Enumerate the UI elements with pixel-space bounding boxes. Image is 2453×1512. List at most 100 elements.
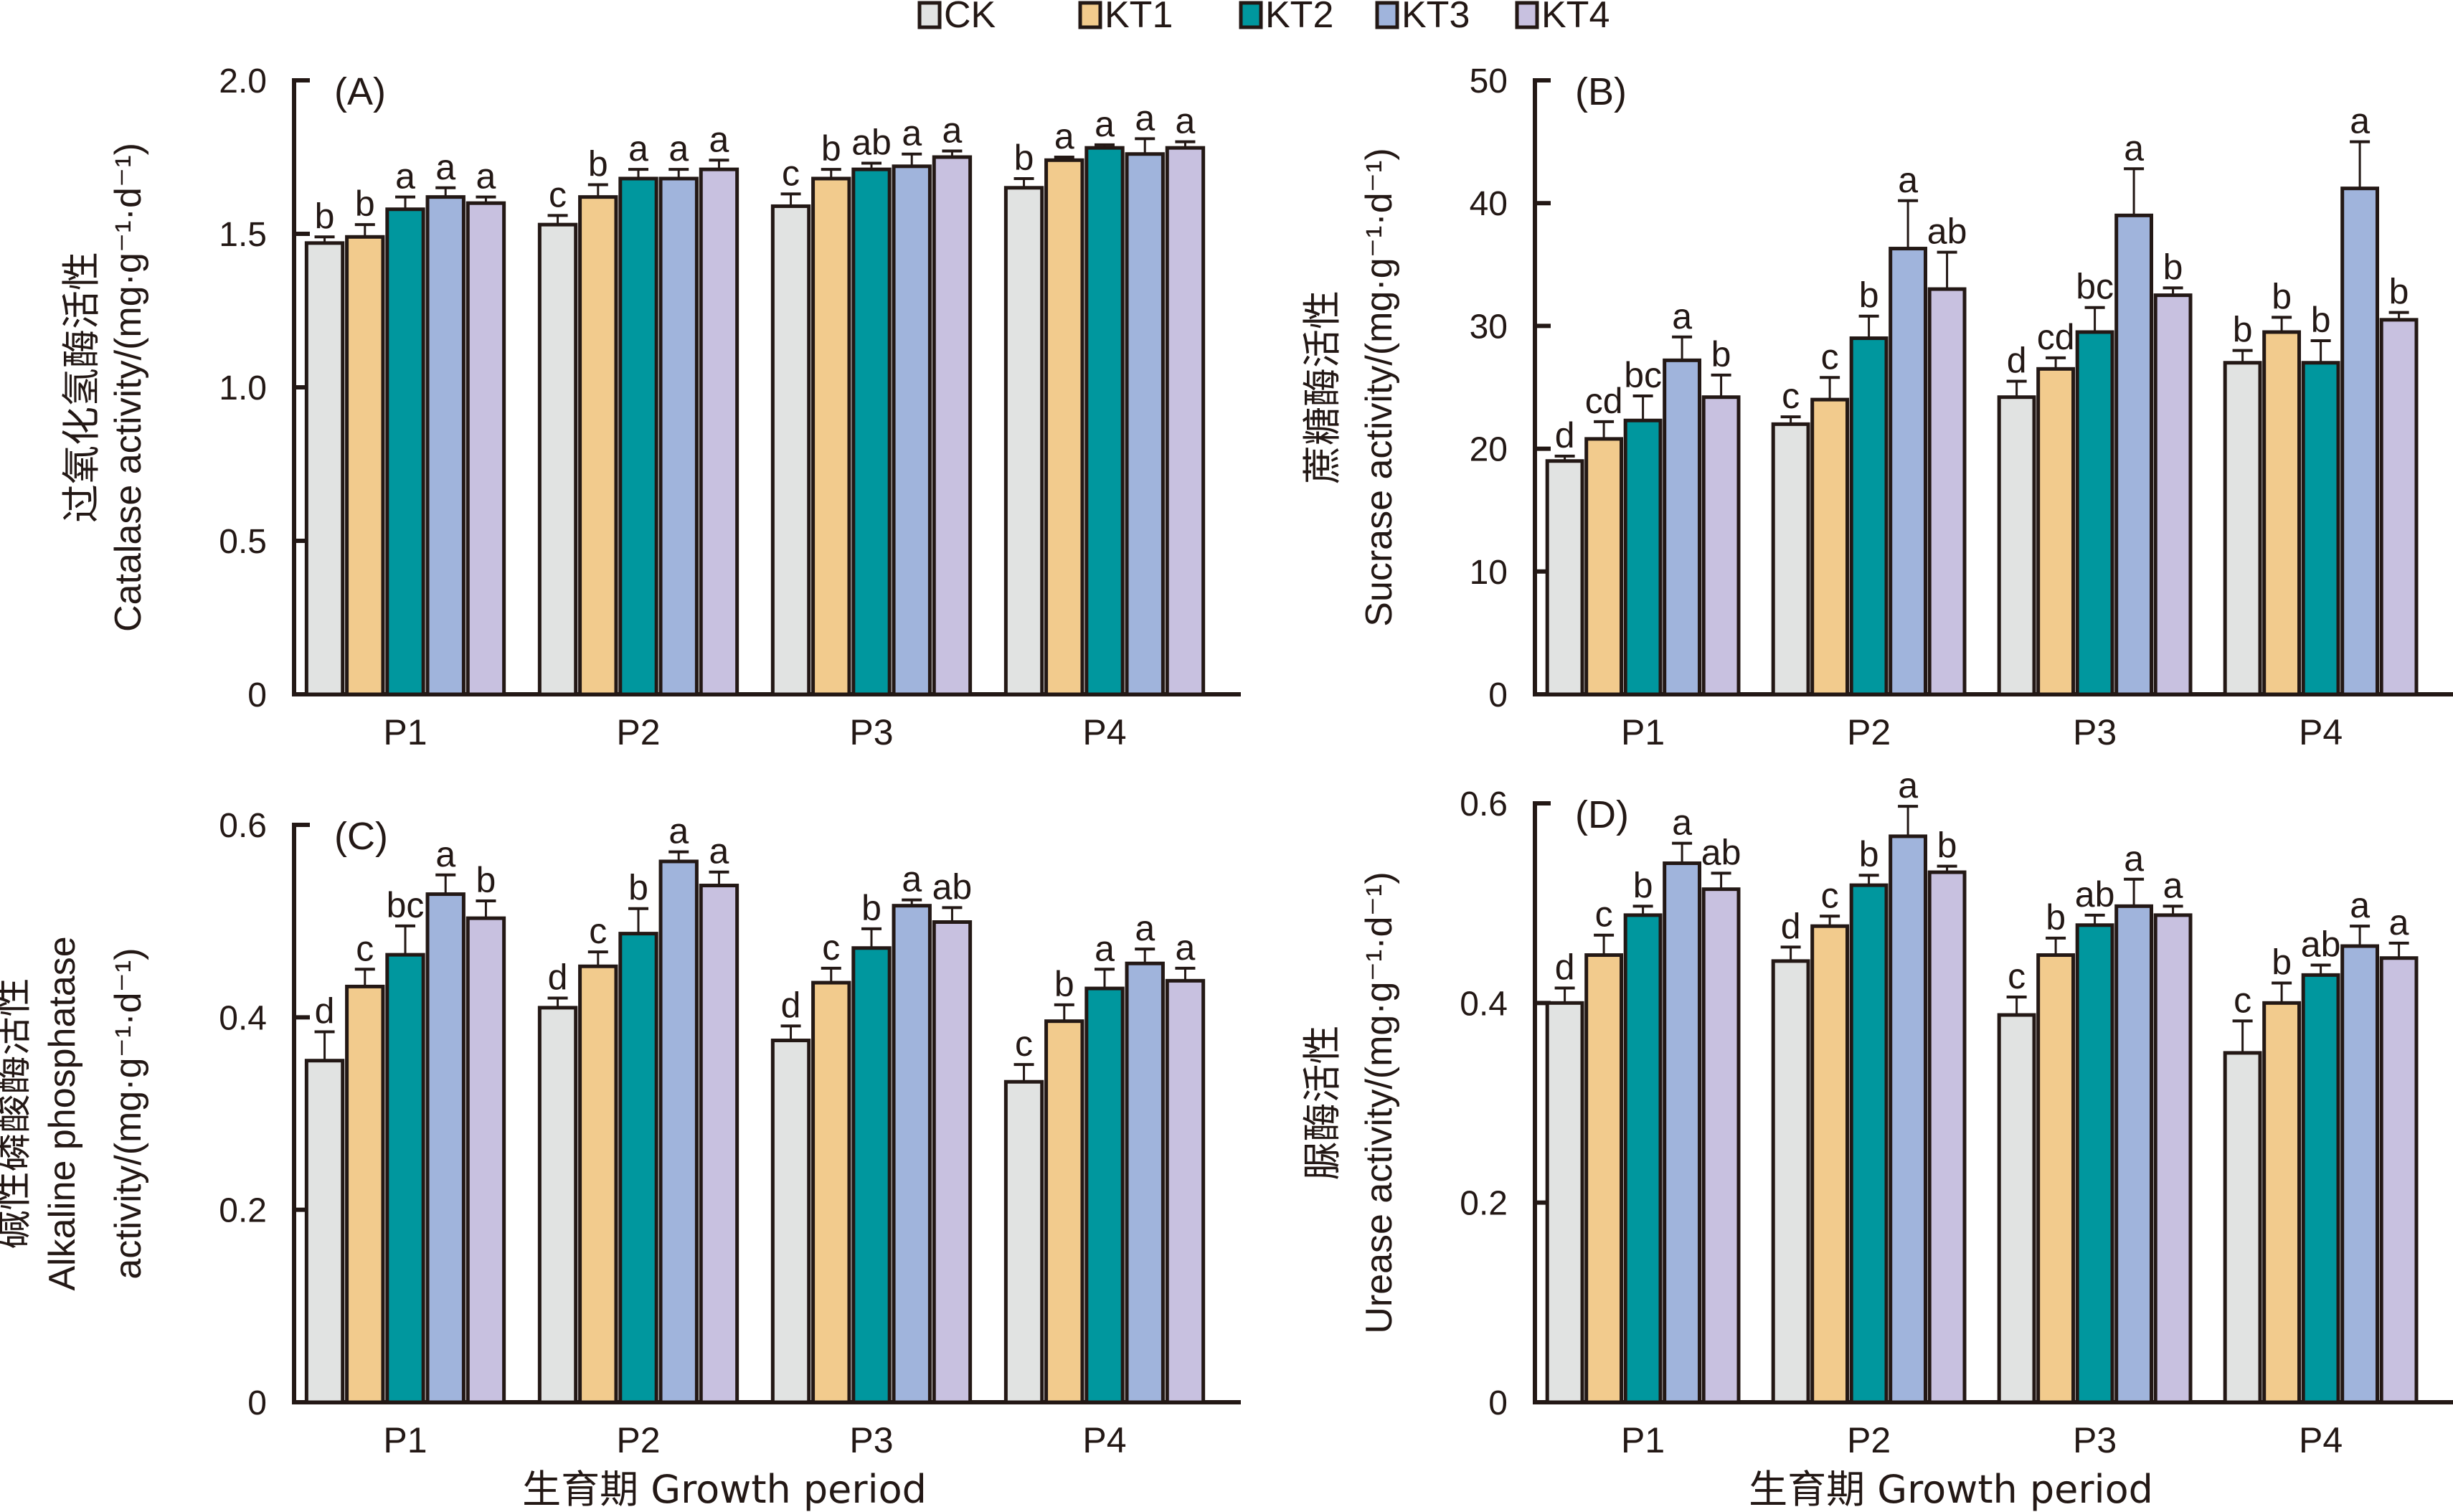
- significance-letter: a: [1135, 908, 1155, 948]
- significance-letter: c: [1821, 875, 1839, 915]
- significance-letter: b: [861, 888, 882, 928]
- panel-d-urease: 0 0.2 0.4 0.6 (D) 脲酶活性 Urease activity/(mg·g⁻¹…: [1300, 765, 2453, 1512]
- significance-letter: cd: [1585, 381, 1623, 421]
- panel-label: (B): [1575, 70, 1627, 113]
- bar-kt1-p2: [1810, 397, 1850, 696]
- significance-letter: d: [1555, 415, 1575, 455]
- bar-kt3-p3: [2114, 213, 2154, 696]
- y-tick-label: 10: [1470, 554, 1508, 592]
- bar-kt1-p4: [1044, 158, 1084, 696]
- significance-letter: a: [1898, 160, 1918, 200]
- legend: CK KT1 KT2 KT3 KT4: [917, 0, 1610, 36]
- significance-letter: a: [1054, 116, 1074, 156]
- significance-letter: a: [628, 128, 648, 169]
- significance-letter: a: [709, 119, 729, 159]
- bar-kt4-p3: [932, 155, 973, 696]
- bar-kt1-p4: [2262, 1001, 2302, 1404]
- significance-letter: b: [2233, 310, 2253, 350]
- panel-label: (C): [334, 815, 388, 858]
- x-tick-label: P3: [2073, 712, 2117, 752]
- bar-kt4-p1: [1701, 395, 1741, 696]
- bar-kt1-p4: [1044, 1019, 1084, 1404]
- significance-letter: a: [1176, 101, 1196, 141]
- bar-kt4-p1: [465, 201, 506, 696]
- panel-a-catalase: 0 0.5 1.0 1.5 2.0 (A) 过氧化氢酶活性 Catalase activity…: [59, 62, 1241, 752]
- bar-kt2-p1: [1623, 418, 1663, 696]
- significance-letter: b: [1014, 138, 1034, 178]
- significance-letter: a: [435, 834, 455, 874]
- bar-kt1-p1: [345, 984, 385, 1404]
- panel-label: (A): [334, 70, 386, 113]
- bar-ck-p1: [304, 241, 345, 696]
- y-tick-label: 20: [1470, 431, 1508, 469]
- y-axis-label-en-line2: activity/(mg·g⁻¹·d⁻¹): [108, 948, 149, 1279]
- significance-letter: a: [1095, 104, 1115, 144]
- significance-letter: c: [1782, 376, 1800, 416]
- significance-letter: b: [2389, 272, 2409, 312]
- significance-letter: b: [1054, 964, 1074, 1004]
- y-axis-label-en: Sucrase activity/(mg·g⁻¹·d⁻¹): [1358, 148, 1400, 626]
- significance-letter: a: [1135, 98, 1155, 138]
- y-tick-label: 50: [1470, 62, 1508, 100]
- significance-letter: b: [1711, 334, 1731, 374]
- bar-kt3-p4: [1125, 961, 1165, 1404]
- y-tick-label: 0.4: [1460, 985, 1508, 1023]
- significance-letter: d: [548, 958, 568, 998]
- bar-kt2-p2: [618, 176, 658, 696]
- significance-letter: ab: [1701, 832, 1741, 872]
- bar-ck-p3: [770, 204, 811, 696]
- x-tick-label: P4: [2299, 1420, 2343, 1460]
- bar-kt2-p2: [1849, 336, 1889, 696]
- bar-kt3-p1: [425, 195, 465, 696]
- significance-letter: b: [2163, 247, 2183, 287]
- significance-letter: c: [1015, 1024, 1033, 1064]
- x-tick-label: P4: [1082, 712, 1126, 752]
- significance-letter: b: [1633, 865, 1653, 905]
- y-tick-label: 0.2: [1460, 1185, 1508, 1223]
- legend-label-kt4: KT4: [1541, 0, 1610, 36]
- significance-letter: d: [1555, 947, 1575, 987]
- y-tick-label: 1.0: [219, 369, 267, 407]
- y-tick-label: 40: [1470, 185, 1508, 223]
- significance-letter: cd: [2037, 317, 2075, 357]
- panel-label: (D): [1575, 793, 1629, 836]
- significance-letter: a: [476, 156, 496, 197]
- y-tick-label: 30: [1470, 308, 1508, 346]
- significance-letter: ab: [1927, 212, 1967, 252]
- bar-ck-p1: [1545, 1001, 1584, 1404]
- panel-b-sucrase: 0 10 20 30 40 50 (B) 蔗糖酶活性 Sucrase activity/(mg·…: [1300, 62, 2453, 752]
- significance-letter: b: [588, 144, 608, 184]
- significance-letter: ab: [2075, 874, 2115, 915]
- legend-swatch-ck: [917, 1, 942, 29]
- bar-ck-p2: [1771, 959, 1810, 1404]
- significance-letter: b: [2046, 897, 2066, 937]
- bar-kt4-p2: [699, 167, 739, 696]
- bar-kt4-p1: [465, 916, 506, 1404]
- x-tick-label: P3: [849, 712, 893, 752]
- x-tick-label: P4: [2299, 712, 2343, 752]
- significance-letter: a: [902, 859, 922, 899]
- significance-letter: ab: [932, 866, 973, 907]
- bar-kt3-p3: [2114, 904, 2154, 1404]
- x-tick-label: P1: [1621, 712, 1665, 752]
- bar-kt1-p1: [1584, 953, 1624, 1404]
- significance-letter: b: [2272, 276, 2292, 316]
- significance-letter: b: [2272, 942, 2292, 983]
- significance-letter: b: [476, 860, 496, 900]
- y-axis-label-en: Urease activity/(mg·g⁻¹·d⁻¹): [1358, 871, 1400, 1333]
- y-tick-label: 0: [1488, 1384, 1508, 1422]
- bar-kt3-p4: [2340, 186, 2380, 696]
- x-tick-label: P1: [383, 1420, 427, 1460]
- legend-swatch-kt2: [1239, 1, 1263, 29]
- bar-kt3-p2: [658, 859, 699, 1404]
- bar-kt4-p3: [2153, 293, 2193, 696]
- bar-kt1-p1: [1584, 437, 1624, 696]
- significance-letter: c: [356, 928, 374, 968]
- x-tick-label: P1: [1621, 1420, 1665, 1460]
- significance-letter: d: [781, 985, 801, 1025]
- bar-kt4-p2: [699, 884, 739, 1404]
- legend-label-kt2: KT2: [1265, 0, 1333, 36]
- y-tick-label: 0: [247, 1384, 267, 1422]
- legend-swatch-kt4: [1515, 1, 1539, 29]
